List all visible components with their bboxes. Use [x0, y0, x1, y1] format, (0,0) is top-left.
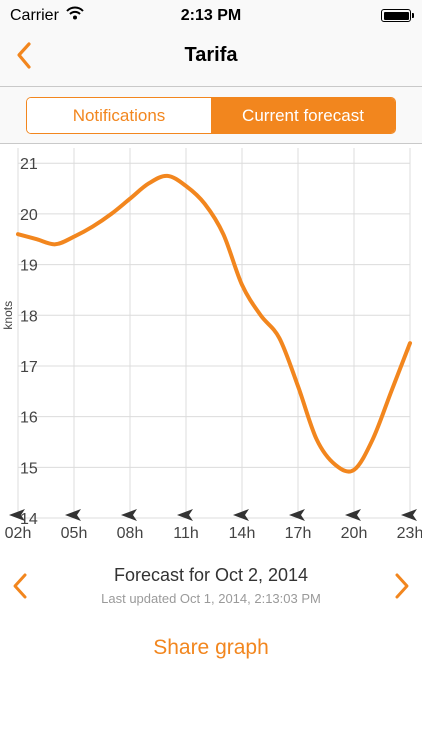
share-graph-button[interactable]: Share graph [153, 636, 269, 659]
x-tick-label: 02h [5, 525, 32, 542]
status-time: 2:13 PM [180, 7, 242, 24]
y-tick-label: 15 [20, 460, 38, 477]
battery-icon [381, 9, 414, 22]
last-updated-label: Last updated Oct 1, 2014, 2:13:03 PM [101, 591, 321, 606]
x-tick-label: 20h [341, 525, 368, 542]
page-title: Tarifa [184, 44, 238, 66]
tab-notifications[interactable]: Notifications [27, 98, 211, 133]
wind-direction-arrow-icon [121, 509, 137, 521]
content-area: 14 15 16 17 18 19 20 21 knots 02h 05h 08h 11h 14h 17h 2… [0, 144, 422, 750]
forecast-date-title: Forecast for Oct 2, 2014 [113, 565, 309, 585]
chevron-left-icon [13, 573, 27, 599]
x-tick-label: 05h [61, 525, 88, 542]
wind-direction-arrow-icon [289, 509, 305, 521]
wind-speed-line [16, 173, 412, 474]
previous-day-button[interactable] [8, 572, 34, 602]
y-tick-label: 17 [20, 359, 38, 376]
y-tick-label: 14 [20, 511, 38, 528]
wind-direction-arrow-icon [401, 509, 417, 521]
segmented-control: Notifications Current forecast [26, 97, 396, 134]
wind-speed-chart: 14 15 16 17 18 19 20 21 knots 02h 05h 08h 11h 14h 17h 2… [1, 148, 422, 542]
chevron-right-icon [395, 573, 409, 599]
back-button[interactable] [10, 40, 44, 74]
chevron-left-icon [17, 42, 31, 69]
x-tick-label: 17h [285, 525, 312, 542]
tab-current-forecast[interactable]: Current forecast [211, 98, 395, 133]
x-tick-label: 23h [397, 525, 422, 542]
y-tick-label: 19 [20, 258, 38, 275]
y-tick-label: 20 [20, 207, 38, 224]
y-tick-label: 16 [20, 410, 38, 427]
navigation-bar: Tarifa [0, 38, 422, 86]
wifi-icon [66, 6, 84, 25]
wind-direction-arrow-icon [177, 509, 193, 521]
y-tick-label: 18 [20, 308, 38, 325]
wind-direction-arrow-icon [65, 509, 81, 521]
y-axis-label: knots [1, 301, 15, 330]
wind-direction-arrow-icon [345, 509, 361, 521]
status-bar: Carrier 2:13 PM [0, 0, 422, 38]
segment-bar: Notifications Current forecast [0, 86, 422, 144]
x-tick-label: 11h [173, 525, 199, 542]
wind-direction-arrow-icon [233, 509, 249, 521]
date-navigation: Forecast for Oct 2, 2014 Last updated Oc… [0, 562, 422, 632]
x-tick-label: 14h [229, 525, 256, 542]
x-tick-label: 08h [117, 525, 144, 542]
wind-direction-arrow-icon [9, 509, 25, 521]
carrier-label: Carrier [10, 7, 59, 24]
y-tick-label: 21 [20, 156, 38, 173]
next-day-button[interactable] [388, 572, 414, 602]
